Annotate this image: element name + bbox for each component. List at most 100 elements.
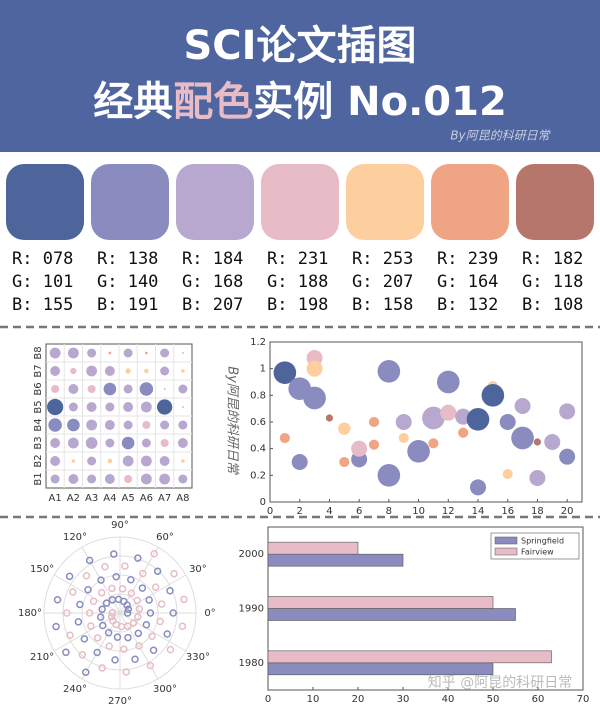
bubble [47, 398, 64, 416]
theta-label: 150° [30, 564, 54, 575]
spiral-point [151, 583, 160, 591]
spiral-point [118, 585, 127, 593]
x-tick-label: 18 [531, 506, 544, 517]
spiral-point [107, 612, 116, 621]
bubble [87, 348, 97, 358]
spiral-point [85, 609, 94, 617]
point [544, 434, 561, 450]
rgb-label: G: 118 [522, 272, 583, 292]
spiral-point [135, 605, 144, 613]
spiral-point [138, 584, 147, 592]
bubble [121, 436, 135, 450]
header-band [0, 0, 600, 152]
spiral-point [110, 550, 118, 558]
bubble [181, 369, 185, 373]
spiral-point [142, 620, 151, 629]
bubble [144, 368, 149, 374]
theta-label: 330° [186, 652, 210, 663]
theta-label: 300° [153, 684, 177, 695]
bubble [68, 474, 79, 484]
theta-label: 0° [204, 608, 215, 619]
bar [267, 596, 494, 609]
spiral-point [135, 642, 143, 650]
bubble [86, 419, 98, 431]
bubble [87, 456, 97, 466]
point [338, 422, 351, 435]
bubble [87, 474, 97, 484]
bubble [181, 459, 185, 463]
spiral-point [96, 613, 105, 621]
y-tick-label: 0.2 [250, 470, 266, 481]
rgb-label: B: 198 [267, 295, 328, 315]
point [377, 360, 401, 383]
spiral-point [134, 613, 142, 621]
spiral-point [122, 668, 130, 676]
bubble [140, 401, 152, 413]
spiral-point [149, 646, 158, 655]
theta-label: 120° [63, 532, 87, 543]
bubble [50, 474, 60, 484]
y-tick-label: B2 [33, 454, 44, 467]
bubble [123, 402, 134, 412]
spiral-point [102, 599, 111, 607]
x-tick-label: A7 [158, 493, 171, 504]
spiral-point [89, 597, 98, 606]
theta-label: 90° [111, 520, 129, 531]
x-tick-label: A1 [49, 493, 62, 504]
spiral-point [180, 595, 188, 604]
point [466, 408, 490, 431]
x-tick-label: A2 [67, 493, 80, 504]
spiral-point [74, 618, 83, 626]
spiral-point [153, 567, 162, 575]
bar [267, 541, 359, 555]
x-tick-label: A5 [122, 493, 135, 504]
theta-label: 180° [18, 608, 42, 619]
y-tick-label: B6 [33, 382, 44, 395]
spiral-point [80, 635, 89, 643]
bar [267, 650, 552, 664]
point [279, 432, 290, 444]
rgb-label: R: 231 [267, 249, 328, 269]
bubble [68, 384, 79, 394]
swatch [91, 164, 169, 240]
rgb-label: B: 155 [12, 295, 73, 315]
spiral-point [139, 569, 147, 578]
rgb-label: G: 207 [352, 272, 413, 292]
theta-label: 30° [189, 564, 207, 575]
point [306, 360, 323, 377]
bubble [67, 418, 80, 432]
spiral-point [127, 589, 136, 598]
point [368, 439, 380, 450]
spiral-point [108, 596, 117, 604]
bubble [178, 384, 188, 394]
point [273, 361, 297, 384]
spiral-point [99, 621, 107, 630]
bubble [50, 366, 61, 376]
legend-swatch [494, 547, 518, 556]
subtitle-part: 经典 [93, 79, 173, 125]
point [368, 416, 380, 428]
spiral-point [178, 622, 187, 631]
y-tick-label: B1 [33, 472, 44, 485]
bubble [48, 418, 62, 432]
spiral-point [101, 562, 109, 571]
spiral-point [87, 622, 95, 630]
point [377, 464, 401, 487]
y-tick-label: B8 [33, 346, 44, 359]
bubble [159, 473, 171, 485]
legend-label: Fairview [521, 548, 554, 557]
x-tick-label: 6 [356, 506, 362, 517]
bubble [145, 351, 148, 355]
spiral-point [124, 633, 132, 642]
spiral-point [121, 562, 129, 570]
bubble [104, 420, 115, 430]
bubble [181, 406, 184, 408]
point [436, 370, 460, 394]
rgb-label: R: 138 [97, 249, 158, 269]
point [514, 398, 531, 414]
x-tick-label: 10 [307, 694, 320, 705]
y-tick-label: 0.6 [250, 417, 266, 428]
point [458, 427, 469, 438]
bubble [160, 438, 169, 448]
bubble [104, 474, 115, 484]
